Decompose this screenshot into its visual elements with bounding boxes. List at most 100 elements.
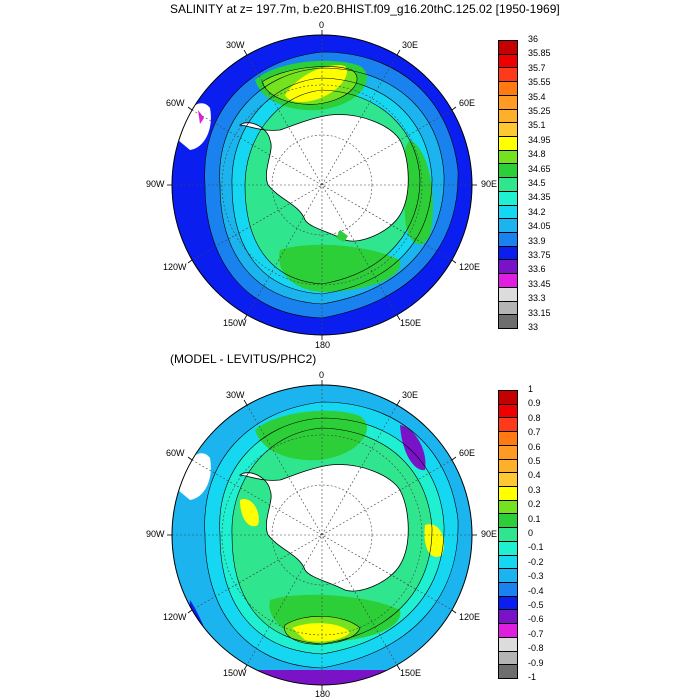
- colorbar-swatch: [498, 286, 518, 302]
- lon-label: 150W: [223, 318, 247, 328]
- lon-label: 30W: [226, 40, 245, 50]
- colorbar-label: -0.7: [528, 628, 544, 639]
- lon-label: 180: [315, 689, 331, 699]
- colorbar-swatch: [498, 163, 518, 179]
- colorbar-label: 0.2: [528, 499, 541, 510]
- colorbar-swatch: [498, 245, 518, 261]
- colorbar-swatch: [498, 540, 518, 556]
- colorbar-swatch: [498, 40, 518, 55]
- lon-label: 150W: [223, 668, 247, 678]
- colorbar-swatch: [498, 136, 518, 151]
- lon-label: 120E: [459, 612, 481, 622]
- graticule-2: [172, 385, 472, 685]
- colorbar-swatch: [498, 403, 518, 419]
- colorbar-swatch: [498, 218, 518, 233]
- diff-band--0.6-rim: [250, 670, 395, 685]
- salinity-spot-magenta: [198, 110, 204, 124]
- salinity-band-34.65-indian: [402, 140, 434, 245]
- colorbar-label: 33: [528, 322, 539, 332]
- colorbar-label: 35.4: [528, 91, 546, 102]
- colorbar-label: -0.9: [528, 657, 544, 668]
- diff-band-0.3-pacific: [292, 623, 350, 642]
- colorbar-label: 33.15: [528, 307, 551, 318]
- colorbar-label: 35.55: [528, 77, 551, 88]
- lon-label: 120E: [459, 262, 481, 272]
- colorbar-label: 35.25: [528, 106, 551, 116]
- colorbar-label: -0.8: [528, 643, 544, 654]
- colorbar-swatch: [498, 122, 518, 137]
- colorbar-swatch: [498, 417, 518, 433]
- colorbar-swatch: [498, 472, 518, 487]
- colorbar-label: 0.7: [528, 427, 541, 438]
- colorbar-label: 0.6: [528, 441, 541, 452]
- panel2-lon-ticks: [167, 380, 477, 690]
- lon-label: 60E: [459, 98, 476, 108]
- colorbar-label: 34.95: [528, 134, 551, 145]
- colorbar-swatch: [498, 568, 518, 583]
- colorbar-swatch: [498, 636, 518, 652]
- panel1-lon-ticks: [167, 30, 477, 340]
- lon-label: 90E: [481, 529, 498, 539]
- lon-label: 150E: [400, 318, 422, 328]
- colorbar-swatch: [498, 94, 518, 110]
- lon-label: 120W: [163, 612, 187, 622]
- diff-spot-0.3-indian: [424, 524, 445, 557]
- colorbar-label: -0.3: [528, 571, 544, 582]
- colorbar-label: 0.3: [528, 484, 541, 495]
- colorbar-swatch: [498, 444, 518, 460]
- colorbar-label: 0.8: [528, 412, 541, 423]
- salinity-band-34.95-atlantic: [285, 65, 347, 103]
- colorbar-swatch: [498, 486, 518, 501]
- lon-label: 0: [319, 370, 325, 380]
- colorbar-swatch: [498, 527, 518, 542]
- colorbar-label: 35.1: [528, 120, 546, 131]
- difference-map: [172, 385, 472, 685]
- colorbar-swatch: [498, 232, 518, 247]
- colorbar-label: -0.5: [528, 600, 544, 610]
- colorbar-label: 0.4: [528, 470, 541, 481]
- colorbar-swatch: [498, 108, 518, 124]
- colorbar-swatch: [498, 300, 518, 316]
- colorbar-swatch: [498, 259, 518, 275]
- colorbar-label: 35.7: [528, 62, 546, 73]
- lon-label: 60W: [166, 98, 185, 108]
- colorbar-swatch: [498, 177, 518, 192]
- colorbar-label: 34.8: [528, 149, 546, 160]
- salinity-spot-ross: [336, 230, 348, 242]
- colorbar-swatch: [498, 609, 518, 625]
- graticule: [172, 35, 472, 335]
- lon-label: 30W: [226, 390, 245, 400]
- colorbar-swatch: [498, 81, 518, 96]
- colorbar-label: 34.2: [528, 206, 546, 217]
- colorbar-swatch: [498, 314, 518, 329]
- lon-label: 30E: [402, 390, 419, 400]
- colorbar-label: 35.85: [528, 48, 551, 59]
- colorbar-label: 34.65: [528, 163, 551, 174]
- colorbar-label: 0.9: [528, 398, 541, 409]
- antarctica-land-2: [238, 464, 409, 592]
- colorbar-swatch: [498, 204, 518, 220]
- colorbar-label: 33.3: [528, 293, 546, 304]
- lon-label: 0: [319, 20, 325, 30]
- colorbar-label: -1: [528, 672, 537, 682]
- colorbar-swatch: [498, 67, 518, 83]
- colorbar-swatch: [498, 190, 518, 206]
- colorbar-label: 0.5: [528, 456, 541, 466]
- colorbar-label: 34.5: [528, 178, 546, 188]
- colorbar-label: 0.1: [528, 513, 541, 524]
- salinity-band-34.65-pacific: [279, 244, 401, 292]
- colorbar-label: -0.2: [528, 556, 544, 567]
- colorbar-label: 34.35: [528, 192, 551, 203]
- colorbar-label: 34.05: [528, 221, 551, 232]
- lon-label: 180: [315, 340, 331, 350]
- colorbar-label: 0: [528, 528, 534, 538]
- lon-label: 150E: [400, 668, 422, 678]
- salinity-map: [172, 35, 472, 335]
- colorbar-swatch: [498, 664, 518, 679]
- lon-label: 120W: [163, 262, 187, 272]
- colorbar-label: -0.6: [528, 614, 544, 625]
- colorbar-swatch: [498, 149, 518, 165]
- diff-band-0.1-atlantic: [255, 410, 367, 461]
- colorbar-label: 33.9: [528, 235, 546, 246]
